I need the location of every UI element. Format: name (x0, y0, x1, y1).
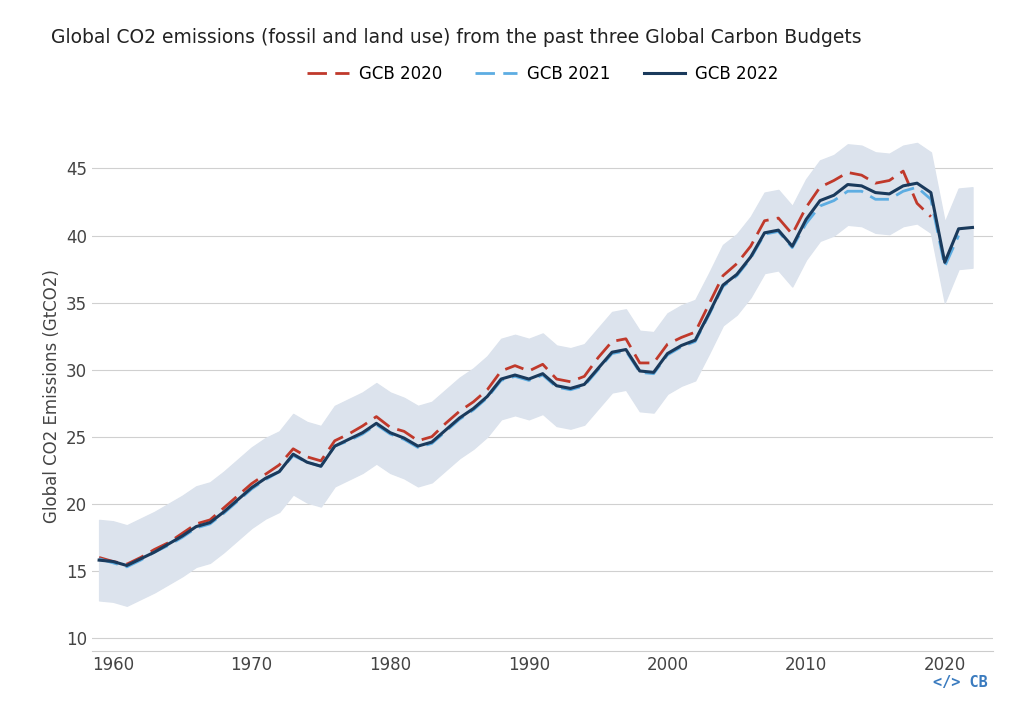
Line: GCB 2020: GCB 2020 (99, 171, 931, 564)
GCB 2020 (925, 212, 937, 221)
GCB 2022 (537, 370, 549, 378)
GCB 2022 (967, 223, 979, 232)
GCB 2020 (121, 560, 133, 569)
GCB 2021 (509, 372, 521, 381)
GCB 2020 (897, 167, 909, 176)
GCB 2021 (121, 563, 133, 571)
GCB 2020 (551, 375, 563, 383)
GCB 2021 (911, 183, 924, 191)
GCB 2021 (702, 310, 715, 319)
GCB 2020 (273, 461, 286, 469)
GCB 2020 (93, 553, 105, 561)
Text: Global CO2 emissions (fossil and land use) from the past three Global Carbon Bud: Global CO2 emissions (fossil and land us… (51, 28, 862, 47)
GCB 2021 (952, 232, 965, 240)
GCB 2022 (662, 349, 674, 358)
GCB 2021 (371, 421, 383, 429)
GCB 2021 (939, 262, 951, 270)
GCB 2022 (911, 179, 924, 188)
GCB 2021 (537, 371, 549, 379)
Line: GCB 2021: GCB 2021 (99, 187, 958, 567)
GCB 2022 (218, 508, 230, 516)
Line: GCB 2022: GCB 2022 (99, 183, 973, 566)
GCB 2022 (467, 404, 479, 413)
GCB 2020 (606, 337, 618, 346)
Text: </> CB: </> CB (934, 675, 988, 690)
GCB 2022 (675, 341, 687, 350)
GCB 2022 (93, 556, 105, 564)
GCB 2022 (592, 364, 604, 372)
Legend: GCB 2020, GCB 2021, GCB 2022: GCB 2020, GCB 2021, GCB 2022 (300, 58, 785, 89)
GCB 2020 (301, 452, 313, 461)
GCB 2020 (827, 176, 840, 185)
Y-axis label: Global CO2 Emissions (GtCO2): Global CO2 Emissions (GtCO2) (43, 270, 60, 523)
GCB 2022 (121, 561, 133, 570)
GCB 2021 (342, 437, 354, 445)
GCB 2021 (93, 554, 105, 563)
GCB 2020 (398, 427, 411, 435)
